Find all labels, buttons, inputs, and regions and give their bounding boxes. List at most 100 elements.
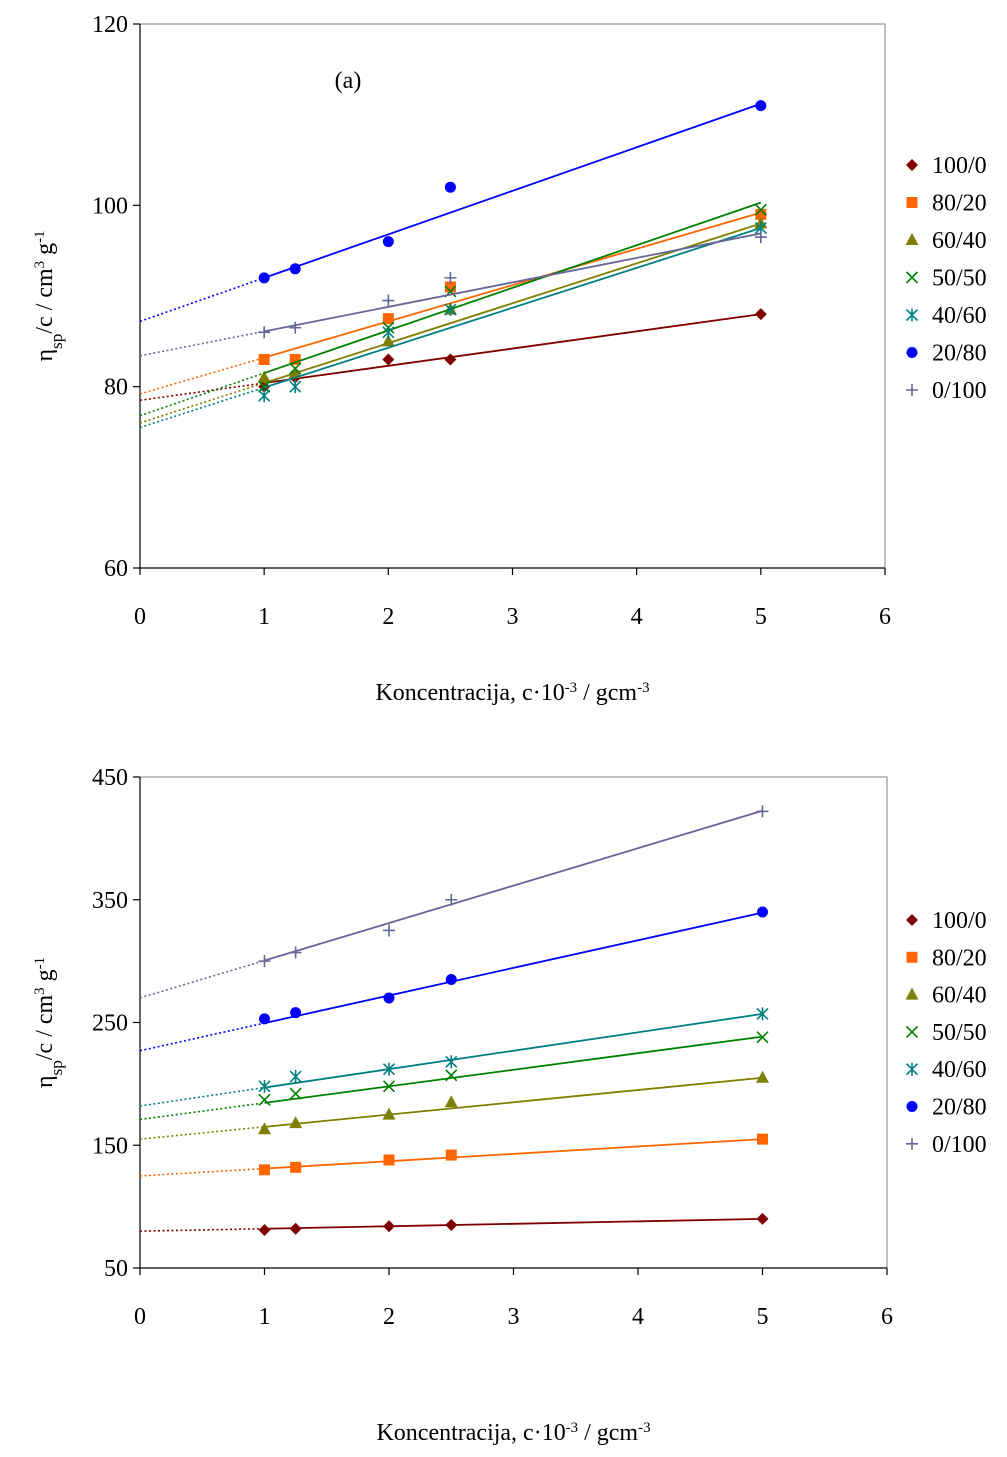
legend-entry: 20/80: [906, 341, 987, 367]
x-tick-label: 0: [134, 1304, 146, 1330]
data-point: [444, 281, 456, 293]
x-tick-label: 2: [382, 604, 394, 630]
y-tick-label: 450: [92, 765, 128, 791]
chart-panel-a: 60 80 100 120 0 1 2 3 4 5 6 Koncentracija, c·10-3 /…: [32, 12, 987, 706]
x-tick-label: 6: [879, 604, 891, 630]
fit-extrapolation-line: [139, 330, 265, 357]
x-tick-label: 3: [508, 1304, 520, 1330]
x-tick-label: 3: [507, 604, 519, 630]
y-tick-label: 350: [92, 888, 128, 914]
x-tick-label: 6: [881, 1304, 893, 1330]
legend-entry: 60/40: [905, 983, 987, 1009]
legend-marker: [906, 1101, 918, 1112]
data-point: [756, 1212, 769, 1225]
legend-entry: 0/100: [906, 1132, 987, 1158]
data-point: [289, 946, 302, 959]
legend-entry: 60/40: [905, 228, 987, 254]
data-point: [289, 1222, 302, 1235]
data-point: [756, 1007, 769, 1021]
data-point: [444, 181, 456, 193]
legend-marker: [905, 271, 919, 284]
fit-line: [263, 227, 762, 389]
series-100-0: [139, 1212, 769, 1236]
data-point: [754, 203, 767, 216]
series-60-40: [139, 1070, 769, 1140]
legend-label: 100/0: [932, 153, 987, 179]
data-point: [289, 1116, 303, 1129]
data-point: [258, 353, 270, 365]
fit-extrapolation-line: [139, 1102, 265, 1121]
legend-marker: [905, 987, 919, 1000]
x-axis-label: Koncentracija, c·10-3 / gcm-3: [375, 680, 649, 706]
legend-entry: 40/60: [905, 303, 987, 329]
data-point: [382, 1107, 396, 1120]
fit-extrapolation-line: [139, 277, 265, 323]
fit-line: [264, 1076, 763, 1128]
fit-line: [264, 1218, 763, 1230]
data-point: [756, 805, 769, 818]
legend-entry: 50/50: [905, 266, 987, 292]
fit-extrapolation-line: [139, 382, 265, 424]
data-point: [383, 1220, 395, 1233]
data-point: [258, 1223, 271, 1236]
data-point: [289, 380, 302, 394]
legend-marker: [906, 159, 918, 171]
legend-label: 60/40: [932, 983, 987, 1009]
series-20-80: [139, 100, 767, 323]
fit-line: [264, 313, 761, 384]
data-point: [756, 1070, 769, 1083]
panel-label: (a): [335, 68, 362, 94]
data-point: [289, 353, 301, 365]
data-point: [382, 1062, 396, 1076]
fit-extrapolation-line: [139, 372, 265, 417]
y-tick-label: 120: [92, 12, 128, 38]
legend-marker: [906, 951, 918, 963]
y-tick-label: 250: [92, 1011, 128, 1037]
fit-line: [264, 911, 763, 1024]
fit-extrapolation-line: [139, 356, 265, 395]
data-point: [382, 353, 395, 366]
fit-extrapolation-line: [139, 1227, 265, 1232]
series-0-100: [139, 231, 767, 357]
x-tick-label: 5: [757, 1304, 769, 1330]
x-tick-label: 0: [134, 604, 146, 630]
series-80-20: [139, 1133, 768, 1177]
data-point: [258, 326, 271, 339]
data-point: [754, 231, 767, 244]
data-point: [289, 1087, 302, 1100]
data-point: [444, 303, 457, 317]
fit-line: [264, 809, 763, 962]
data-point: [258, 272, 270, 284]
legend-label: 50/50: [932, 1020, 987, 1046]
y-tick-label: 150: [92, 1133, 128, 1159]
data-point: [445, 1219, 458, 1232]
data-point: [444, 353, 457, 366]
plot-frame: [139, 776, 888, 1269]
legend-entry: 0/100: [906, 378, 987, 404]
chart-panel-b: 50 150 250 350 450 0 1 2 3 4 5 6 Koncentracija, c·10…: [32, 765, 987, 1446]
fit-line: [263, 102, 762, 279]
data-point: [444, 271, 457, 284]
fit-extrapolation-line: [139, 1086, 265, 1107]
data-point: [445, 893, 458, 906]
data-point: [382, 1080, 396, 1093]
legend-marker: [905, 1025, 919, 1038]
data-point: [289, 321, 302, 334]
data-point: [382, 313, 394, 325]
legend-label: 20/80: [932, 1095, 987, 1121]
series-50-50: [139, 201, 767, 417]
fit-line: [263, 211, 762, 359]
series-50-50: [139, 1031, 769, 1121]
data-point: [757, 1133, 768, 1145]
data-point: [445, 1149, 457, 1161]
legend-entry: 20/80: [906, 1095, 987, 1121]
x-tick-label: 1: [259, 1304, 271, 1330]
fit-extrapolation-line: [139, 1167, 265, 1177]
fit-line: [263, 201, 762, 374]
legend-label: 20/80: [932, 341, 987, 367]
data-point: [289, 1070, 302, 1084]
legend-marker: [906, 384, 918, 396]
legend-label: 60/40: [932, 228, 987, 254]
fit-extrapolation-line: [139, 382, 265, 402]
fit-extrapolation-line: [139, 1126, 265, 1140]
